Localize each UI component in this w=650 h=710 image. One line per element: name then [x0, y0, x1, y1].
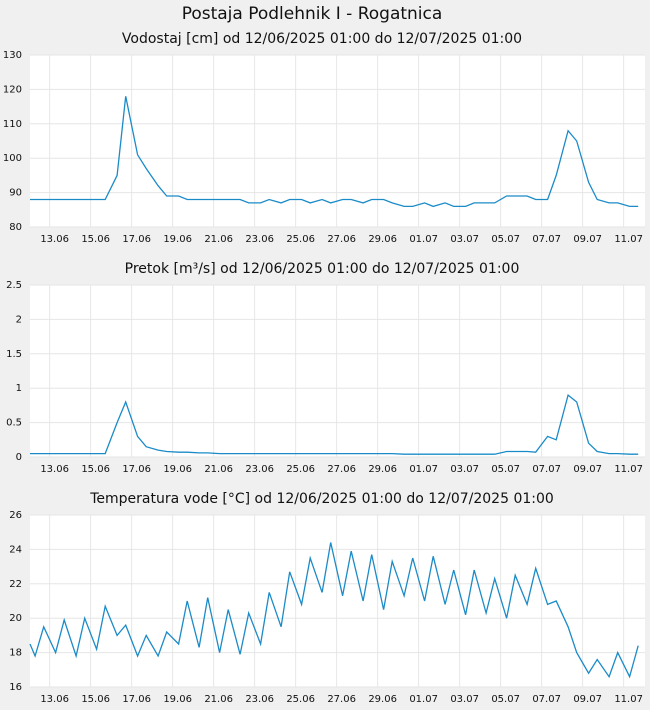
y-tick-label: 2	[16, 314, 22, 325]
plot-area	[30, 515, 645, 687]
x-tick-label: 09.07	[573, 234, 602, 245]
x-tick-label: 07.07	[532, 694, 561, 705]
y-tick-label: 100	[3, 153, 22, 164]
x-tick-label: 15.06	[81, 234, 110, 245]
y-tick-label: 110	[3, 119, 22, 130]
x-tick-label: 01.07	[409, 694, 438, 705]
x-tick-label: 17.06	[122, 464, 151, 475]
x-tick-label: 21.06	[204, 694, 233, 705]
y-tick-label: 20	[9, 613, 22, 624]
x-tick-label: 03.07	[450, 464, 479, 475]
y-tick-label: 18	[9, 648, 22, 659]
x-tick-label: 07.07	[532, 464, 561, 475]
chart-title: Vodostaj [cm] od 12/06/2025 01:00 do 12/…	[122, 31, 522, 47]
x-tick-label: 29.06	[368, 464, 397, 475]
data-line	[30, 96, 639, 208]
x-tick-label: 15.06	[81, 464, 110, 475]
x-tick-label: 01.07	[409, 464, 438, 475]
y-tick-label: 2.5	[6, 280, 22, 291]
y-tick-label: 26	[9, 510, 22, 521]
x-tick-label: 07.07	[532, 234, 561, 245]
x-tick-label: 23.06	[245, 234, 274, 245]
y-tick-label: 0	[16, 452, 22, 463]
data-line	[30, 393, 639, 455]
x-tick-label: 23.06	[245, 464, 274, 475]
x-tick-label: 05.07	[491, 694, 520, 705]
y-tick-label: 22	[9, 579, 22, 590]
y-tick-label: 0.5	[6, 418, 22, 429]
x-tick-label: 03.07	[450, 694, 479, 705]
x-tick-label: 23.06	[245, 694, 274, 705]
x-tick-label: 25.06	[286, 694, 315, 705]
x-tick-label: 09.07	[573, 464, 602, 475]
x-tick-label: 17.06	[122, 234, 151, 245]
x-tick-label: 03.07	[450, 234, 479, 245]
x-tick-label: 21.06	[204, 234, 233, 245]
x-tick-label: 19.06	[163, 234, 192, 245]
plot-area	[30, 285, 645, 457]
x-tick-label: 29.06	[368, 234, 397, 245]
y-tick-label: 1.5	[6, 349, 22, 360]
x-tick-label: 13.06	[40, 234, 69, 245]
y-tick-label: 90	[9, 188, 22, 199]
y-tick-label: 130	[3, 50, 22, 61]
x-tick-label: 11.07	[614, 694, 643, 705]
x-tick-label: 13.06	[40, 694, 69, 705]
x-tick-label: 21.06	[204, 464, 233, 475]
plot-area	[30, 55, 645, 227]
x-tick-label: 27.06	[327, 234, 356, 245]
x-tick-label: 05.07	[491, 234, 520, 245]
y-tick-label: 16	[9, 682, 22, 693]
y-tick-label: 120	[3, 84, 22, 95]
chart-title: Pretok [m³/s] od 12/06/2025 01:00 do 12/…	[125, 261, 520, 277]
x-tick-label: 11.07	[614, 234, 643, 245]
y-tick-label: 24	[9, 544, 22, 555]
page-title: Postaja Podlehnik I - Rogatnica	[182, 4, 443, 24]
x-tick-label: 05.07	[491, 464, 520, 475]
x-tick-label: 15.06	[81, 694, 110, 705]
x-tick-label: 29.06	[368, 694, 397, 705]
x-tick-label: 01.07	[409, 234, 438, 245]
x-tick-label: 19.06	[163, 464, 192, 475]
chart-title: Temperatura vode [°C] od 12/06/2025 01:0…	[89, 491, 554, 507]
x-tick-label: 19.06	[163, 694, 192, 705]
y-tick-label: 80	[9, 222, 22, 233]
x-tick-label: 27.06	[327, 694, 356, 705]
x-tick-label: 25.06	[286, 464, 315, 475]
x-tick-label: 09.07	[573, 694, 602, 705]
data-line	[29, 542, 639, 679]
x-tick-label: 27.06	[327, 464, 356, 475]
x-tick-label: 13.06	[40, 464, 69, 475]
y-tick-label: 1	[16, 383, 22, 394]
x-tick-label: 25.06	[286, 234, 315, 245]
x-tick-label: 11.07	[614, 464, 643, 475]
x-tick-label: 17.06	[122, 694, 151, 705]
